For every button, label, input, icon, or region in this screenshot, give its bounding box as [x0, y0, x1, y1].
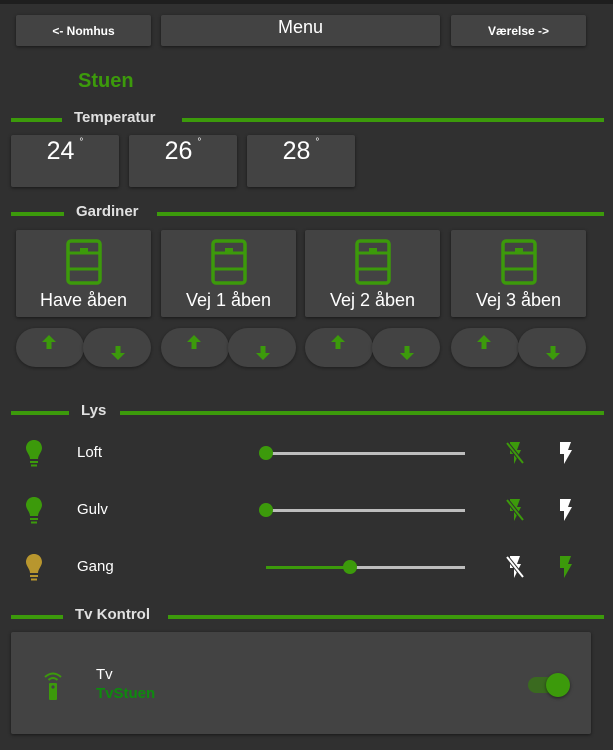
- temperature-value: 24: [46, 137, 75, 165]
- degree-unit: °: [197, 137, 202, 148]
- room-title: Stuen: [78, 70, 134, 92]
- next-room-button[interactable]: Værelse ->: [451, 15, 586, 46]
- section-divider: [182, 118, 604, 122]
- section-divider: [11, 212, 64, 216]
- lightbulb-icon: [26, 440, 42, 467]
- temperature-tile[interactable]: 28 °: [247, 135, 355, 187]
- lightbulb-icon: [26, 554, 42, 581]
- tv-card: Tv TvStuen: [11, 632, 591, 734]
- flash-on-icon[interactable]: [558, 498, 574, 522]
- slider-thumb[interactable]: [259, 503, 273, 517]
- top-border: [0, 0, 613, 4]
- curtain-down-button[interactable]: [372, 328, 440, 367]
- tv-power-toggle[interactable]: [528, 673, 570, 697]
- remote-icon: [44, 672, 62, 700]
- light-label: Gulv: [77, 501, 108, 518]
- curtain-label: Vej 3 åben: [475, 290, 562, 310]
- section-divider: [11, 615, 63, 619]
- flash-on-icon[interactable]: [558, 441, 574, 465]
- flash-off-icon[interactable]: [505, 555, 525, 579]
- curtain-down-button[interactable]: [518, 328, 586, 367]
- section-divider: [11, 411, 69, 415]
- slider-fill: [266, 566, 350, 569]
- degree-unit: °: [79, 137, 84, 148]
- section-title-temperature: Temperatur: [74, 109, 156, 126]
- flash-off-icon[interactable]: [505, 498, 525, 522]
- section-divider: [157, 212, 604, 216]
- arrow-down-icon: [256, 346, 270, 360]
- temperature-tile[interactable]: 26 °: [129, 135, 237, 187]
- curtain-up-button[interactable]: [16, 328, 84, 367]
- arrow-up-icon: [331, 335, 345, 349]
- curtain-label: Vej 1 åben: [185, 290, 272, 310]
- curtain-up-button[interactable]: [161, 328, 229, 367]
- degree-unit: °: [315, 137, 320, 148]
- window-shutter-icon: [354, 239, 391, 285]
- window-shutter-icon: [500, 239, 537, 285]
- arrow-up-icon: [42, 335, 56, 349]
- section-divider: [11, 118, 62, 122]
- section-divider: [168, 615, 604, 619]
- curtain-tile[interactable]: Vej 1 åben: [161, 230, 296, 317]
- temperature-value: 26: [164, 137, 193, 165]
- window-shutter-icon: [65, 239, 102, 285]
- arrow-up-icon: [187, 335, 201, 349]
- section-title-curtains: Gardiner: [76, 203, 139, 220]
- menu-button[interactable]: Menu: [161, 15, 440, 46]
- window-shutter-icon: [210, 239, 247, 285]
- tv-entity: TvStuen: [96, 685, 156, 702]
- light-label: Gang: [77, 558, 114, 575]
- brightness-slider[interactable]: [259, 446, 465, 460]
- flash-off-icon[interactable]: [505, 441, 525, 465]
- arrow-down-icon: [400, 346, 414, 360]
- arrow-down-icon: [111, 346, 125, 360]
- toggle-knob: [546, 673, 570, 697]
- brightness-slider[interactable]: [259, 503, 465, 517]
- slider-thumb[interactable]: [259, 446, 273, 460]
- curtain-tile[interactable]: Have åben: [16, 230, 151, 317]
- curtain-tile[interactable]: Vej 2 åben: [305, 230, 440, 317]
- flash-on-icon[interactable]: [558, 555, 574, 579]
- temperature-value: 28: [282, 137, 311, 165]
- section-title-tv: Tv Kontrol: [75, 606, 150, 623]
- light-label: Loft: [77, 444, 103, 461]
- temperature-tile[interactable]: 24 °: [11, 135, 119, 187]
- brightness-slider[interactable]: [266, 560, 465, 574]
- curtain-label: Vej 2 åben: [329, 290, 416, 310]
- curtain-down-button[interactable]: [228, 328, 296, 367]
- curtain-label: Have åben: [39, 290, 128, 310]
- tv-name: Tv: [96, 666, 113, 683]
- section-divider: [120, 411, 604, 415]
- curtain-up-button[interactable]: [305, 328, 373, 367]
- arrow-up-icon: [477, 335, 491, 349]
- curtain-up-button[interactable]: [451, 328, 519, 367]
- prev-room-button[interactable]: <- Nomhus: [16, 15, 151, 46]
- section-title-lights: Lys: [81, 402, 107, 419]
- arrow-down-icon: [546, 346, 560, 360]
- slider-thumb[interactable]: [342, 560, 357, 574]
- lightbulb-icon: [26, 497, 42, 524]
- curtain-down-button[interactable]: [83, 328, 151, 367]
- curtain-tile[interactable]: Vej 3 åben: [451, 230, 586, 317]
